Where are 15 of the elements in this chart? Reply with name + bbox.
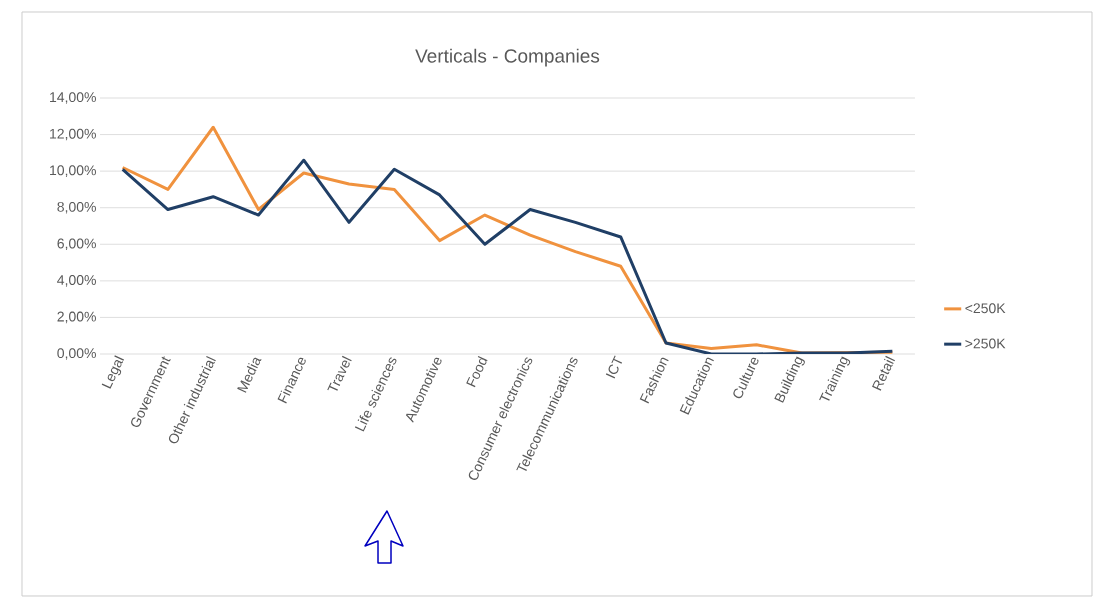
chart-title: Verticals - Companies: [415, 48, 600, 67]
y-tick-label: 0,00%: [57, 348, 96, 360]
y-tick-label: 10,00%: [50, 165, 96, 177]
x-tick-label: Legal: [101, 355, 125, 389]
legend-label: <250K: [965, 303, 1006, 314]
y-tick-label: 8,00%: [57, 201, 96, 214]
y-tick-label: 2,00%: [57, 311, 96, 324]
y-tick-label: 4,00%: [57, 275, 96, 287]
x-tick-label: Retail: [872, 355, 896, 391]
legend-label: >250K: [965, 338, 1006, 349]
y-tick-label: 14,00%: [50, 92, 96, 104]
y-tick-label: 6,00%: [57, 238, 96, 251]
x-tick-label: Food: [466, 355, 488, 388]
x-tick-label: ICT: [605, 355, 623, 379]
y-tick-label: 12,00%: [50, 128, 96, 141]
